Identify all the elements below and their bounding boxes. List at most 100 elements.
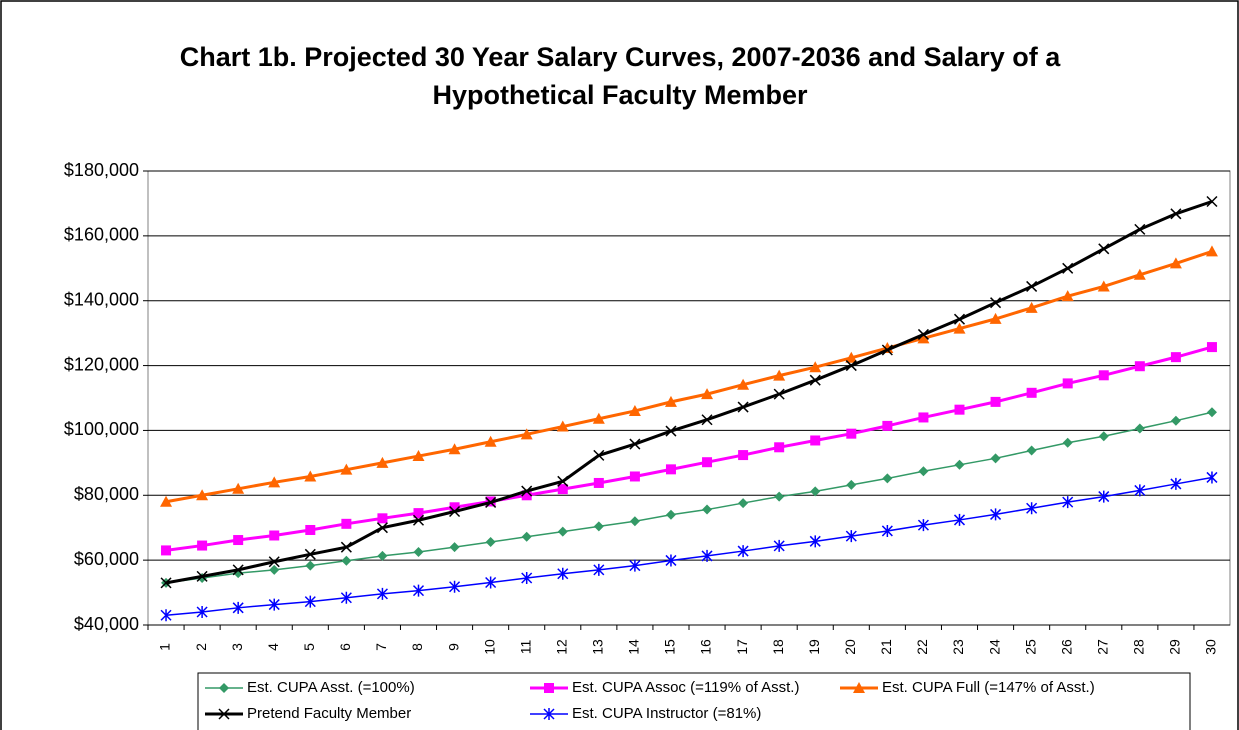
marker xyxy=(954,459,965,470)
marker xyxy=(1026,445,1037,456)
x-tick-label: 12 xyxy=(553,639,569,655)
chart-title: Chart 1b. Projected 30 Year Salary Curve… xyxy=(179,42,1061,110)
marker xyxy=(1170,208,1182,220)
marker xyxy=(702,457,713,468)
x-tick-label: 18 xyxy=(770,639,786,655)
marker xyxy=(1206,195,1218,208)
marker xyxy=(702,504,713,515)
marker xyxy=(268,598,280,611)
marker xyxy=(592,412,605,424)
marker xyxy=(449,502,460,513)
marker xyxy=(1134,223,1146,235)
marker xyxy=(846,428,857,439)
marker xyxy=(737,378,750,390)
marker xyxy=(1170,477,1182,490)
marker xyxy=(304,595,316,608)
marker xyxy=(882,473,893,484)
legend-box xyxy=(197,672,1191,730)
y-tick-label: $100,000 xyxy=(64,419,139,439)
marker xyxy=(809,374,821,386)
marker xyxy=(521,571,533,584)
marker xyxy=(485,496,497,508)
marker xyxy=(305,524,316,535)
marker xyxy=(485,536,496,547)
marker xyxy=(340,591,352,604)
marker xyxy=(1134,361,1145,372)
marker xyxy=(304,470,317,482)
marker xyxy=(1170,415,1181,426)
x-tick-label: 8 xyxy=(409,643,425,651)
legend-label: Est. CUPA Assoc (=119% of Asst.) xyxy=(572,679,799,696)
marker xyxy=(845,351,858,363)
marker xyxy=(449,542,460,553)
marker xyxy=(810,486,821,497)
marker xyxy=(953,313,966,325)
x-tick-label: 26 xyxy=(1058,639,1074,655)
x-tick-label: 27 xyxy=(1094,639,1110,655)
marker xyxy=(954,404,965,415)
y-tick-label: $120,000 xyxy=(64,354,139,374)
marker xyxy=(377,513,388,524)
marker xyxy=(1025,301,1038,313)
x-tick-label: 28 xyxy=(1131,639,1147,655)
marker xyxy=(953,322,966,334)
marker xyxy=(990,396,1001,407)
marker xyxy=(557,526,568,537)
marker xyxy=(989,312,1002,324)
x-tick-label: 5 xyxy=(301,643,317,651)
marker xyxy=(773,539,785,552)
x-tick-label: 20 xyxy=(842,639,858,655)
x-tick-label: 7 xyxy=(373,643,389,651)
marker xyxy=(593,521,604,532)
marker xyxy=(268,476,281,488)
marker xyxy=(1098,370,1109,381)
x-tick-label: 25 xyxy=(1022,639,1038,655)
marker xyxy=(269,530,280,541)
x-tick-label: 21 xyxy=(878,639,894,655)
marker xyxy=(629,516,640,527)
marker xyxy=(521,490,532,501)
marker xyxy=(268,556,280,568)
marker xyxy=(1170,352,1181,363)
series-line xyxy=(165,200,1213,585)
marker xyxy=(917,519,929,532)
x-tick-label: 13 xyxy=(590,639,606,655)
marker xyxy=(413,508,424,519)
marker xyxy=(665,509,676,520)
marker xyxy=(160,495,173,507)
marker xyxy=(1062,437,1073,448)
marker xyxy=(232,564,244,576)
x-tick-label: 3 xyxy=(229,643,245,651)
marker xyxy=(218,708,230,720)
marker xyxy=(737,401,749,413)
marker xyxy=(665,464,676,475)
marker xyxy=(1098,490,1110,503)
marker xyxy=(990,453,1001,464)
x-tick-label: 14 xyxy=(626,639,642,655)
marker xyxy=(664,395,677,407)
marker xyxy=(809,361,822,373)
marker xyxy=(376,456,389,468)
marker xyxy=(341,555,352,566)
marker xyxy=(484,435,497,447)
marker xyxy=(810,435,821,446)
x-tick-label: 22 xyxy=(914,639,930,655)
marker xyxy=(376,522,388,534)
marker xyxy=(160,577,172,589)
marker xyxy=(340,541,352,553)
marker xyxy=(233,535,244,546)
marker xyxy=(557,475,569,487)
marker xyxy=(1098,431,1109,442)
x-tick-label: 19 xyxy=(806,639,822,655)
marker xyxy=(219,683,229,693)
marker xyxy=(845,530,857,543)
marker xyxy=(1169,257,1182,269)
marker xyxy=(557,567,569,580)
y-tick-label: $180,000 xyxy=(64,160,139,180)
marker xyxy=(196,570,208,582)
marker xyxy=(196,489,209,501)
series-line xyxy=(165,345,1213,552)
marker xyxy=(412,514,425,526)
marker xyxy=(1206,342,1217,353)
